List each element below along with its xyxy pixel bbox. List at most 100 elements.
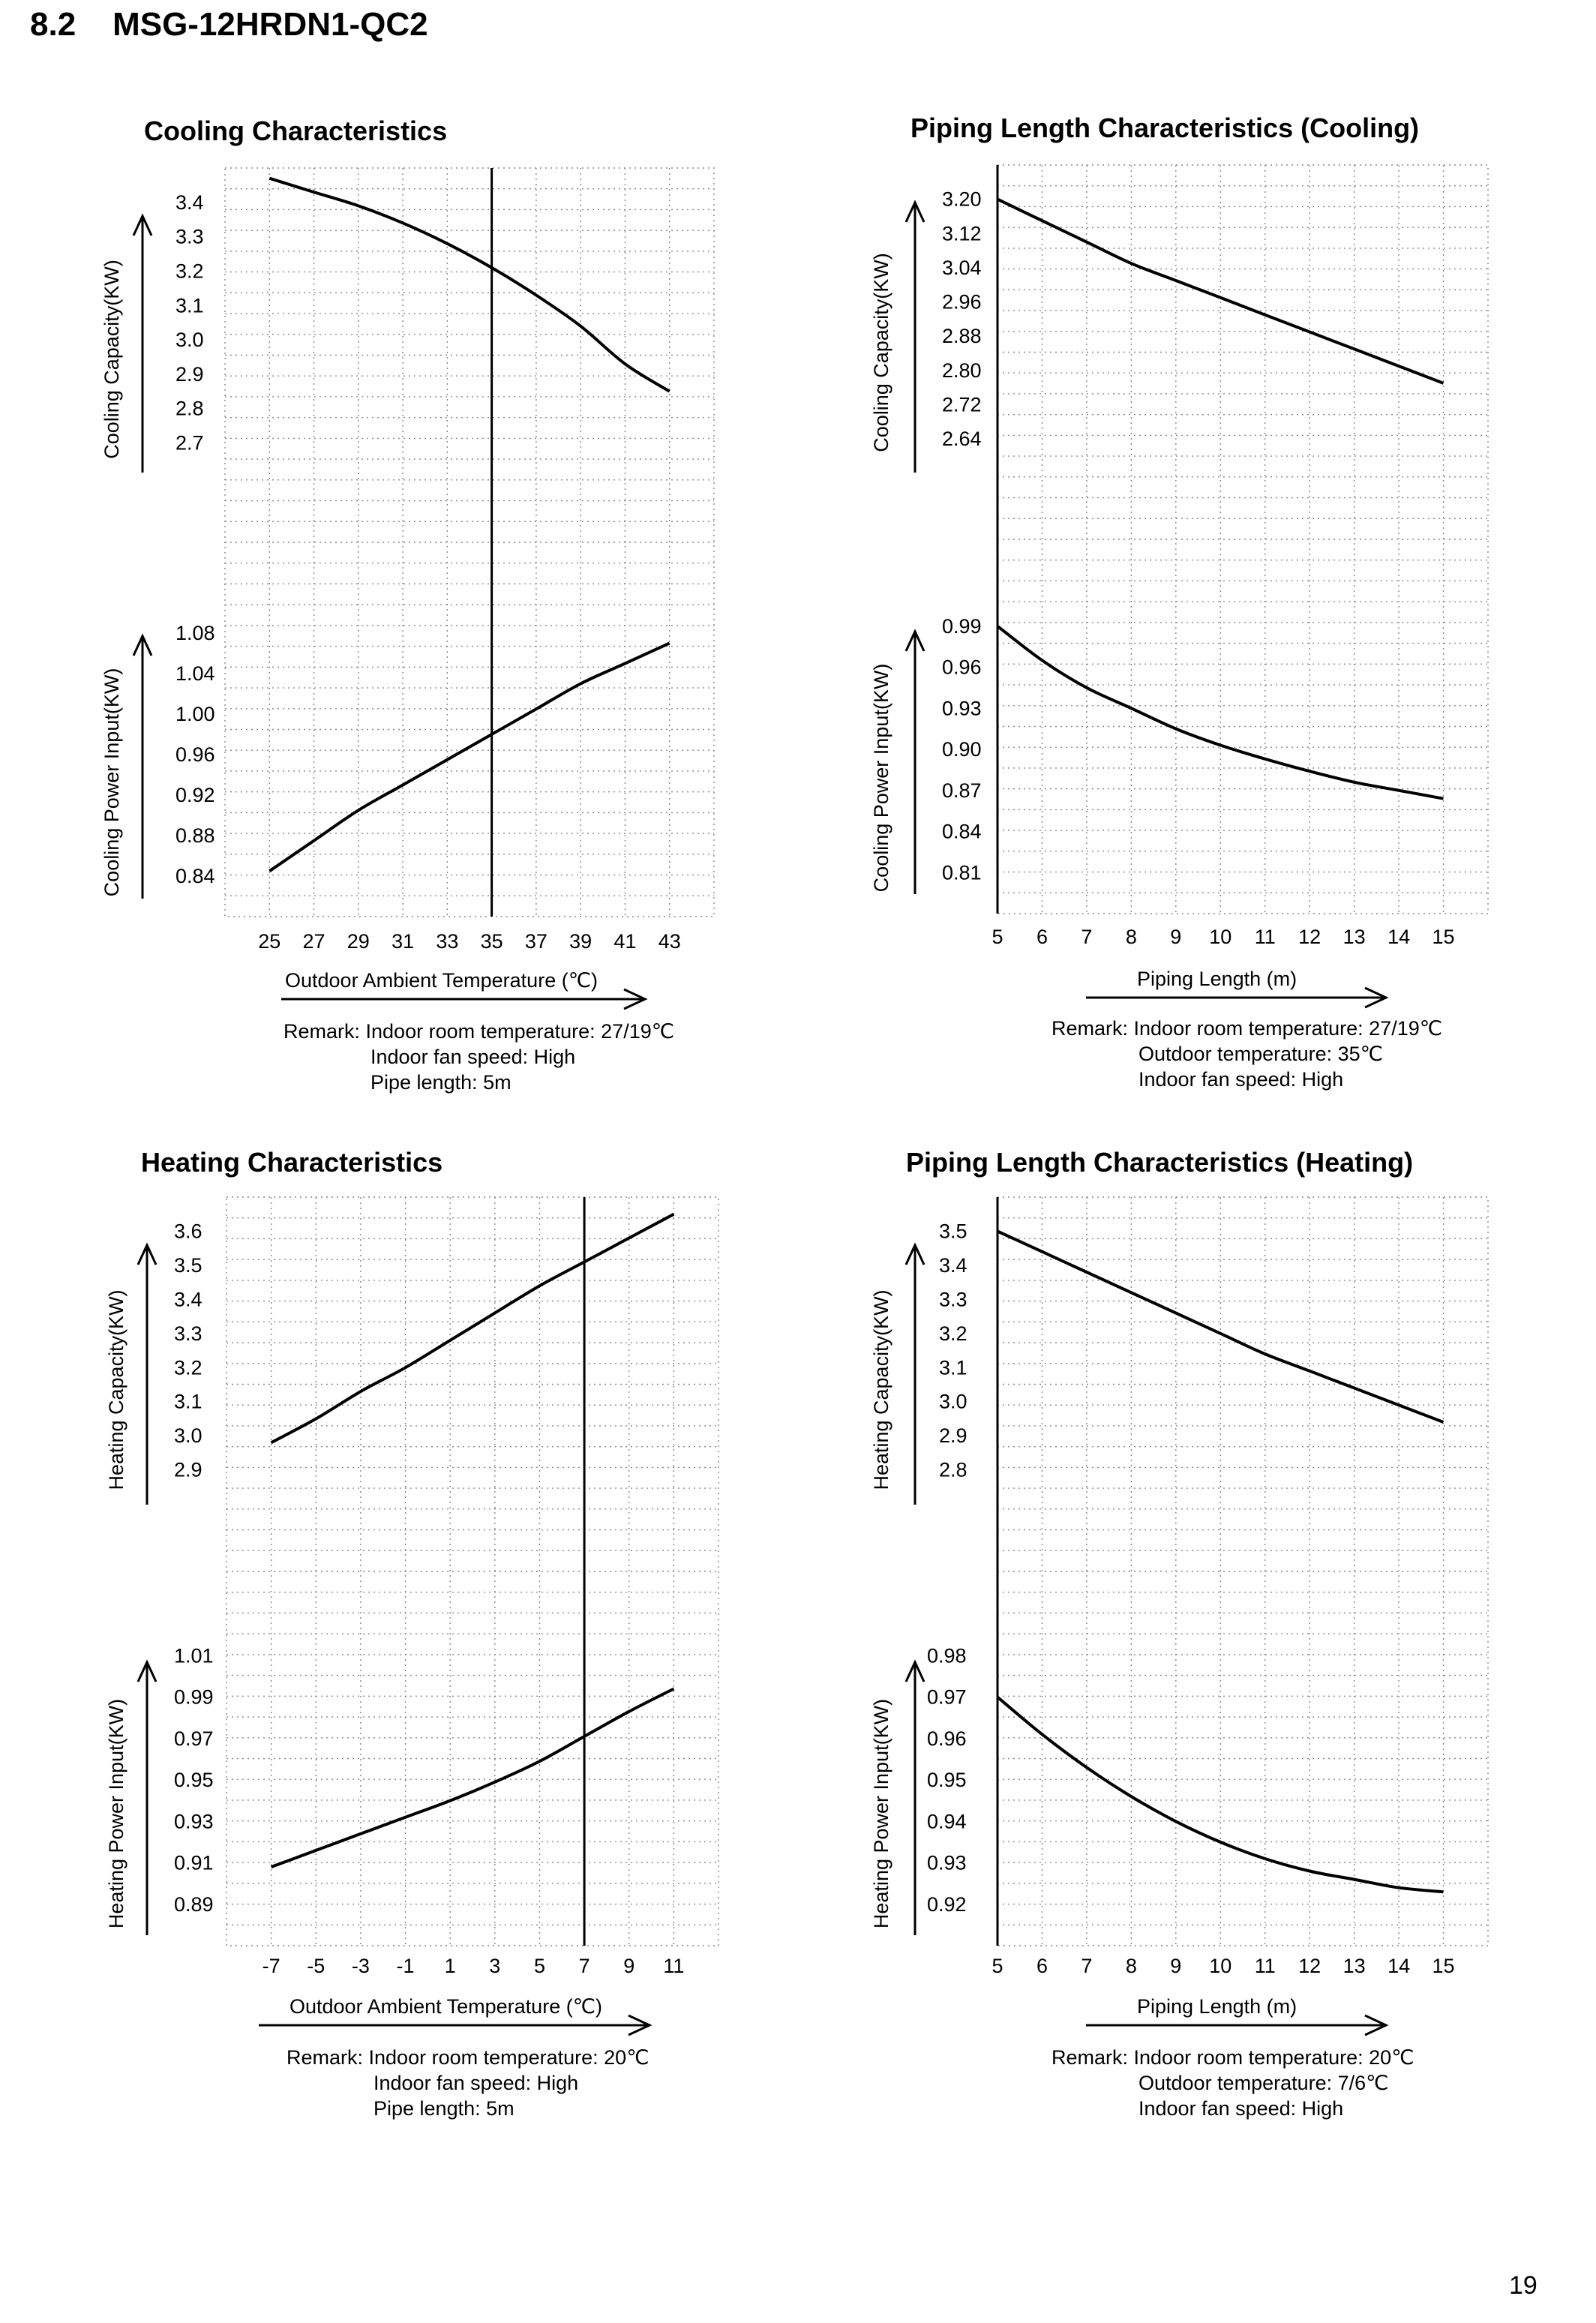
remark-line: Pipe length: 5m <box>374 2097 514 2120</box>
x-tick-label: 12 <box>1298 1955 1321 1977</box>
x-tick-label: 15 <box>1432 926 1455 948</box>
y-axis-arrow-head <box>904 629 926 652</box>
x-tick-label: 9 <box>1170 926 1181 948</box>
y-tick-label: 0.99 <box>174 1686 214 1709</box>
page-number: 19 <box>1509 2271 1538 2300</box>
y-axis-arrow-head <box>904 1659 926 1682</box>
y-tick-label: 3.3 <box>176 226 204 248</box>
chart-title: Cooling Characteristics <box>144 116 447 146</box>
y-tick-label: 1.01 <box>174 1644 214 1667</box>
y-tick-label: 1.00 <box>176 703 215 725</box>
y-axis-label: Heating Capacity(KW) <box>870 1289 892 1490</box>
x-tick-label: 25 <box>258 930 280 953</box>
y-tick-label: 3.5 <box>939 1220 968 1242</box>
page-heading: 8.2 MSG-12HRDN1-QC2 <box>30 6 428 43</box>
y-tick-label: 2.9 <box>939 1424 968 1447</box>
x-tick-label: 29 <box>347 930 370 953</box>
series-line <box>997 1229 1444 1424</box>
y-tick-label: 3.0 <box>939 1391 968 1413</box>
y-tick-label: 2.8 <box>176 398 204 420</box>
y-tick-label: 0.95 <box>174 1769 214 1791</box>
series-line <box>996 1695 1444 1894</box>
x-tick-label: 27 <box>303 930 326 953</box>
series-line <box>268 641 670 872</box>
x-tick-label: -1 <box>397 1955 415 1977</box>
x-tick-label: 8 <box>1126 1955 1137 1977</box>
y-tick-label: 0.97 <box>927 1686 967 1709</box>
y-tick-label: 0.95 <box>927 1769 967 1791</box>
chart-heating: Heating Characteristics -7 -5 -3 -1 1 3 5 7 9 11 Ou… <box>105 1147 719 2120</box>
remark-line: Indoor fan speed: High <box>1138 2097 1343 2120</box>
y-axis-arrow-head <box>132 633 153 656</box>
remark-line: Pipe length: 5m <box>370 1071 512 1094</box>
series-line <box>270 1212 675 1445</box>
y-tick-label: 0.81 <box>942 861 982 884</box>
remark-line: Outdoor temperature: 35℃ <box>1138 1043 1383 1065</box>
x-axis-label: Outdoor Ambient Temperature (℃) <box>285 969 598 992</box>
remark-line: Indoor fan speed: High <box>374 2072 578 2094</box>
y-tick-label: 1.04 <box>176 662 215 685</box>
x-tick-label: 41 <box>614 930 636 953</box>
y-axis-arrow-head <box>136 1242 158 1265</box>
x-tick-label: 15 <box>1432 1955 1455 1977</box>
y-tick-label: 3.3 <box>939 1288 968 1310</box>
chart-piping-heating: Piping Length Characteristics (Heating) 5… <box>870 1147 1489 2120</box>
y-tick-label: 0.88 <box>176 824 215 847</box>
remark-line: Remark: Indoor room temperature: 27/19℃ <box>1052 1017 1442 1040</box>
y-tick-label: 0.90 <box>942 738 982 761</box>
y-tick-label: 0.93 <box>927 1852 967 1874</box>
remark-line: Remark: Indoor room temperature: 27/19℃ <box>284 1020 674 1043</box>
y-axis-arrow-head <box>132 213 153 236</box>
x-tick-label: 9 <box>623 1955 634 1977</box>
x-axis-label: Outdoor Ambient Temperature (℃) <box>290 1995 602 2018</box>
x-tick-label: 7 <box>1081 926 1092 948</box>
x-tick-label: 14 <box>1388 1955 1410 1977</box>
chart-title: Piping Length Characteristics (Heating) <box>906 1147 1413 1178</box>
y-tick-label: 0.92 <box>927 1893 967 1916</box>
series-line <box>270 1687 675 1868</box>
y-tick-label: 0.96 <box>942 656 982 679</box>
x-tick-label: 37 <box>525 930 548 953</box>
y-tick-label: 0.87 <box>942 779 982 802</box>
y-tick-label: 1.08 <box>176 622 215 644</box>
y-axis-label: Cooling Power Input(KW) <box>100 668 123 897</box>
x-tick-label: 7 <box>1081 1955 1092 1977</box>
x-axis-arrow-head <box>1364 2014 1389 2036</box>
y-tick-label: 0.99 <box>942 615 982 638</box>
y-tick-label: 3.2 <box>939 1322 968 1345</box>
x-tick-label: 10 <box>1209 1955 1232 1977</box>
x-tick-label: 33 <box>436 930 458 953</box>
chart-cooling: Cooling Characteristics 25 27 29 31 33 35 37 39 4… <box>100 116 715 1094</box>
panel-power-input: 0.98 0.97 0.96 0.95 0.94 0.93 0.92 Heating Powe… <box>870 1644 1444 1935</box>
y-tick-label: 3.4 <box>174 1288 202 1310</box>
series-line <box>997 197 1444 385</box>
y-axis-label: Heating Capacity(KW) <box>105 1289 128 1490</box>
x-axis-arrow-head <box>623 988 648 1010</box>
y-tick-label: 3.0 <box>174 1424 202 1447</box>
panel-capacity: 3.6 3.5 3.4 3.3 3.2 3.1 3.0 2.9 Heating Capacity… <box>105 1212 675 1505</box>
y-tick-label: 2.9 <box>174 1459 202 1481</box>
chart-piping-cooling: Piping Length Characteristics (Cooling) 5… <box>870 113 1489 1091</box>
x-tick-label: 39 <box>569 930 592 953</box>
x-tick-label: 11 <box>1255 1955 1276 1977</box>
y-axis-arrow-head <box>136 1659 158 1682</box>
panel-capacity: 3.4 3.3 3.2 3.1 3.0 2.9 2.8 2.7 Cooling Capacity… <box>100 176 670 473</box>
y-tick-label: 0.98 <box>927 1644 967 1667</box>
x-tick-label: -7 <box>262 1955 280 1977</box>
y-tick-label: 2.88 <box>942 325 982 347</box>
y-axis-arrow-head <box>904 1242 926 1265</box>
x-tick-label: -3 <box>352 1955 370 1977</box>
x-tick-label: 6 <box>1036 1955 1048 1977</box>
x-tick-label: -5 <box>307 1955 325 1977</box>
x-axis-label: Piping Length (m) <box>1137 1995 1297 2018</box>
y-axis-label: Cooling Power Input(KW) <box>870 664 892 893</box>
x-axis-arrow-head <box>1364 986 1389 1009</box>
y-axis-label: Heating Power Input(KW) <box>105 1699 128 1928</box>
y-tick-label: 3.5 <box>174 1254 202 1277</box>
x-tick-label: 3 <box>489 1955 500 1977</box>
panel-power-input: 1.08 1.04 1.00 0.96 0.92 0.88 0.84 Cooling Powe… <box>100 622 670 899</box>
y-tick-label: 3.4 <box>176 191 204 214</box>
y-tick-label: 3.0 <box>176 329 204 351</box>
y-tick-label: 2.96 <box>942 291 982 314</box>
remark-line: Remark: Indoor room temperature: 20℃ <box>1052 2046 1414 2069</box>
